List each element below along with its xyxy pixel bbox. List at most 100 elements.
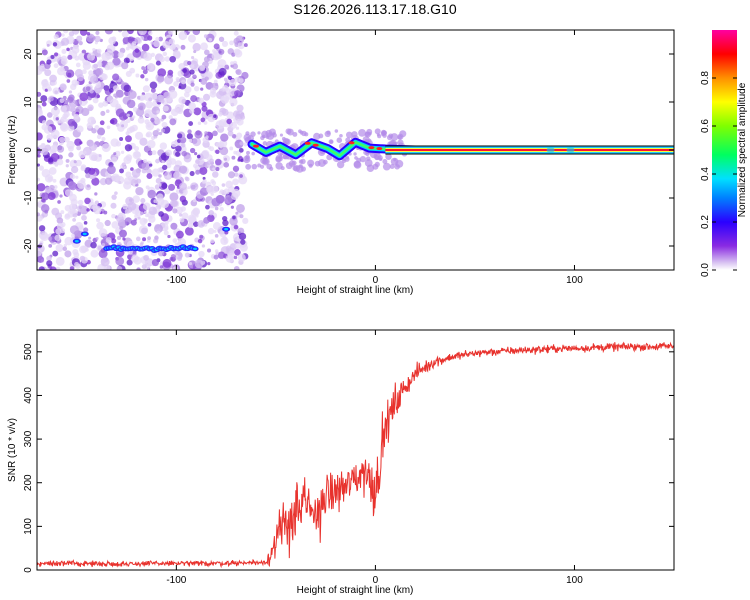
noise-speck [44,187,52,195]
snr-frame [36,329,675,571]
noise-speck [66,140,75,150]
noise-speck [203,34,208,38]
noise-speck [147,139,156,149]
noise-speck [179,195,187,203]
noise-speck [183,154,192,163]
noise-speck [199,64,206,72]
noise-speck [229,97,238,107]
noise-speck [156,110,160,114]
noise-speck [199,234,204,239]
noise-speck [41,192,50,201]
noise-speck [184,252,191,258]
noise-speck [190,95,198,103]
noise-speck [234,90,241,97]
noise-speck [203,56,210,63]
noise-speck [232,215,236,220]
noise-speck [75,159,82,167]
noise-speck [186,133,193,140]
noise-speck [236,132,243,139]
noise-speck [76,180,86,189]
noise-speck [145,264,151,270]
noise-speck [113,93,117,98]
noise-speck [140,198,146,204]
noise-speck [157,75,165,83]
ridge-speck [336,161,345,169]
noise-speck [239,214,244,219]
noise-speck [135,186,144,196]
noise-speck [98,228,108,237]
snr-series-line [37,341,674,569]
noise-speck [127,90,137,100]
noise-speck [37,214,43,222]
noise-speck [80,165,86,172]
noise-speck [98,249,108,259]
noise-speck [62,95,67,100]
noise-speck [192,208,200,216]
noise-speck [184,176,189,181]
noise-speck [37,177,41,182]
noise-speck [213,254,219,260]
noise-speck [122,237,126,241]
noise-speck [49,145,58,153]
noise-speck [55,117,59,121]
noise-speck [66,79,71,83]
noise-speck [50,54,55,60]
noise-speck [83,227,89,233]
noise-speck [239,141,244,146]
noise-speck [63,30,69,34]
noise-speck [118,212,124,218]
snr-ytick-label: 300 [23,430,34,447]
noise-speck [125,46,130,51]
noise-speck [181,79,186,85]
noise-speck [214,82,219,87]
colorbar-tick-label: 0.2 [700,215,711,229]
ridge-speck [292,131,298,137]
noise-speck [161,114,167,120]
noise-speck [181,212,189,220]
noise-speck [170,199,178,207]
noise-speck [239,174,243,178]
ridge-speck [334,129,339,133]
noise-speck [48,167,57,175]
noise-speck [230,205,234,209]
noise-speck [61,37,70,46]
noise-speck [135,236,141,242]
noise-speck [178,31,188,41]
noise-speck [125,70,132,77]
noise-speck [48,157,54,163]
snr-xtick-label: -100 [166,575,186,586]
snr-axes: -100 0 100 0 100 200 300 400 500 [23,330,674,586]
noise-speck [149,163,153,167]
spectrogram-xtick-label: 0 [373,275,379,286]
noise-speck [101,73,108,81]
noise-speck [140,241,144,245]
ridge-speck [336,137,343,143]
noise-speck [115,89,124,98]
ridge-speck [345,131,353,139]
noise-speck [238,232,247,241]
noise-speck [94,124,100,130]
noise-speck [63,243,67,248]
noise-speck [62,113,69,120]
noise-speck [194,130,203,139]
noise-speck [143,210,148,214]
noise-speck [158,36,164,42]
colorbar-tick-label: 0.4 [700,167,711,181]
noise-speck [100,257,110,267]
low-band-core [193,247,198,251]
noise-speck [213,50,218,55]
noise-speck [163,91,171,99]
noise-speck [150,41,154,45]
noise-speck [101,52,111,62]
noise-speck [154,224,163,234]
noise-speck [41,101,47,107]
noise-speck [219,189,224,193]
noise-speck [53,63,59,69]
noise-speck [152,130,159,137]
noise-speck [96,134,102,140]
noise-speck [147,222,152,227]
noise-speck [55,243,64,252]
noise-speck [241,71,249,80]
noise-speck [197,121,202,125]
